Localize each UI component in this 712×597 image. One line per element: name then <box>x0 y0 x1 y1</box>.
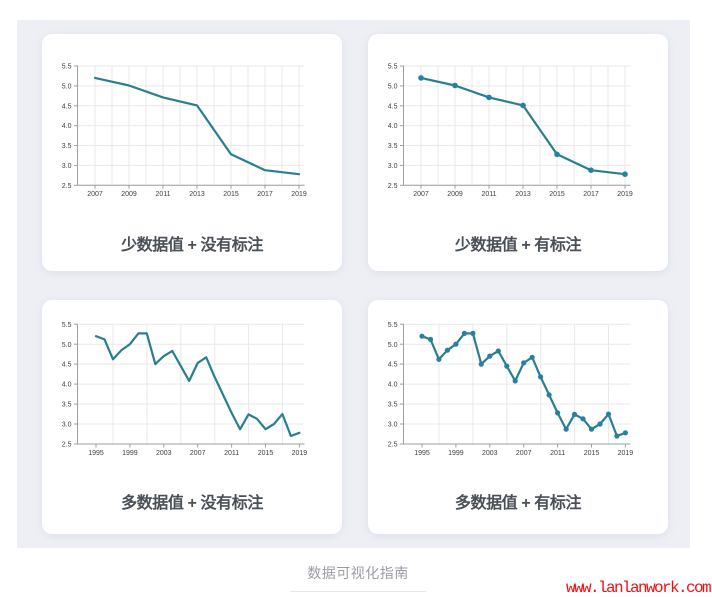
svg-text:5.5: 5.5 <box>388 64 398 71</box>
svg-text:2003: 2003 <box>156 450 172 457</box>
svg-text:2009: 2009 <box>447 191 463 198</box>
svg-text:2013: 2013 <box>515 191 531 198</box>
svg-text:3.0: 3.0 <box>388 163 398 170</box>
svg-text:2015: 2015 <box>223 191 239 198</box>
svg-text:5.5: 5.5 <box>388 322 398 329</box>
svg-text:5.0: 5.0 <box>62 84 72 91</box>
svg-text:2011: 2011 <box>224 450 239 457</box>
svg-text:2015: 2015 <box>584 450 600 457</box>
svg-text:4.0: 4.0 <box>388 123 398 130</box>
svg-text:2.5: 2.5 <box>388 442 398 449</box>
svg-text:3.0: 3.0 <box>62 422 72 429</box>
svg-text:2017: 2017 <box>583 191 599 198</box>
svg-text:4.0: 4.0 <box>388 382 398 389</box>
svg-text:2011: 2011 <box>550 450 565 457</box>
svg-text:1999: 1999 <box>122 450 138 457</box>
svg-text:2007: 2007 <box>413 191 429 198</box>
svg-text:5.5: 5.5 <box>62 322 72 329</box>
svg-text:2015: 2015 <box>549 191 565 198</box>
svg-text:4.5: 4.5 <box>62 103 72 110</box>
svg-text:2019: 2019 <box>292 450 308 457</box>
svg-text:2013: 2013 <box>189 191 205 198</box>
svg-text:5.0: 5.0 <box>388 84 398 91</box>
svg-text:3.5: 3.5 <box>388 402 398 409</box>
svg-text:4.5: 4.5 <box>62 362 72 369</box>
svg-text:3.5: 3.5 <box>62 402 72 409</box>
svg-text:2017: 2017 <box>257 191 273 198</box>
svg-text:2.5: 2.5 <box>388 183 398 190</box>
svg-text:1995: 1995 <box>88 450 104 457</box>
svg-text:2011: 2011 <box>155 191 170 198</box>
svg-text:2007: 2007 <box>190 450 206 457</box>
svg-text:1995: 1995 <box>414 450 430 457</box>
svg-text:3.0: 3.0 <box>62 163 72 170</box>
svg-text:5.0: 5.0 <box>388 342 398 349</box>
svg-text:2007: 2007 <box>87 191 103 198</box>
svg-text:2011: 2011 <box>481 191 496 198</box>
svg-text:4.0: 4.0 <box>62 382 72 389</box>
svg-text:2019: 2019 <box>618 450 634 457</box>
svg-text:1999: 1999 <box>448 450 464 457</box>
svg-text:2.5: 2.5 <box>62 183 72 190</box>
svg-text:3.0: 3.0 <box>388 422 398 429</box>
svg-text:2019: 2019 <box>291 191 307 198</box>
svg-text:2003: 2003 <box>482 450 498 457</box>
svg-text:3.5: 3.5 <box>388 143 398 150</box>
svg-text:2009: 2009 <box>121 191 137 198</box>
svg-text:4.5: 4.5 <box>388 362 398 369</box>
svg-text:4.0: 4.0 <box>62 123 72 130</box>
svg-text:2.5: 2.5 <box>62 442 72 449</box>
svg-text:2015: 2015 <box>258 450 274 457</box>
svg-text:3.5: 3.5 <box>62 143 72 150</box>
svg-text:2019: 2019 <box>617 191 633 198</box>
svg-text:5.0: 5.0 <box>62 342 72 349</box>
svg-text:5.5: 5.5 <box>62 64 72 71</box>
svg-text:4.5: 4.5 <box>388 103 398 110</box>
svg-text:2007: 2007 <box>516 450 532 457</box>
